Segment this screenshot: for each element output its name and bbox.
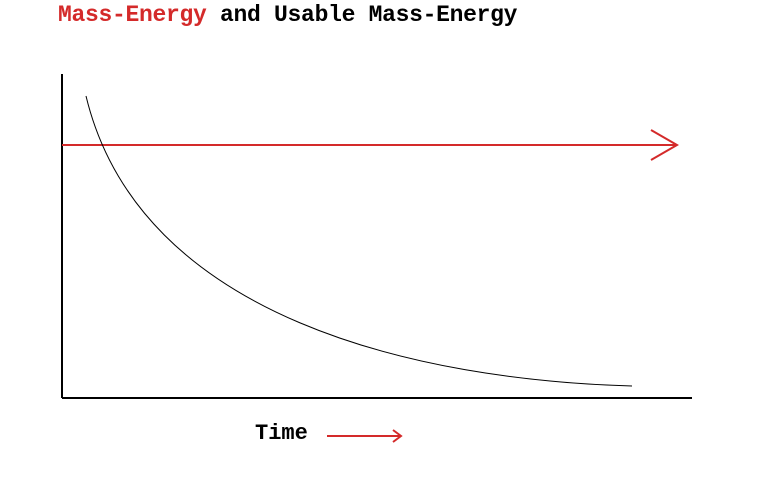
diagram-title: Mass-Energy and Usable Mass-Energy xyxy=(58,2,517,28)
mass-energy-arrowhead xyxy=(650,129,680,161)
x-axis-label: Time xyxy=(255,421,308,446)
title-usable-mass-energy: and Usable Mass-Energy xyxy=(220,2,518,28)
time-arrowhead xyxy=(392,429,403,443)
title-mass-energy: Mass-Energy xyxy=(58,2,207,28)
usable-mass-energy-curve xyxy=(85,95,633,387)
